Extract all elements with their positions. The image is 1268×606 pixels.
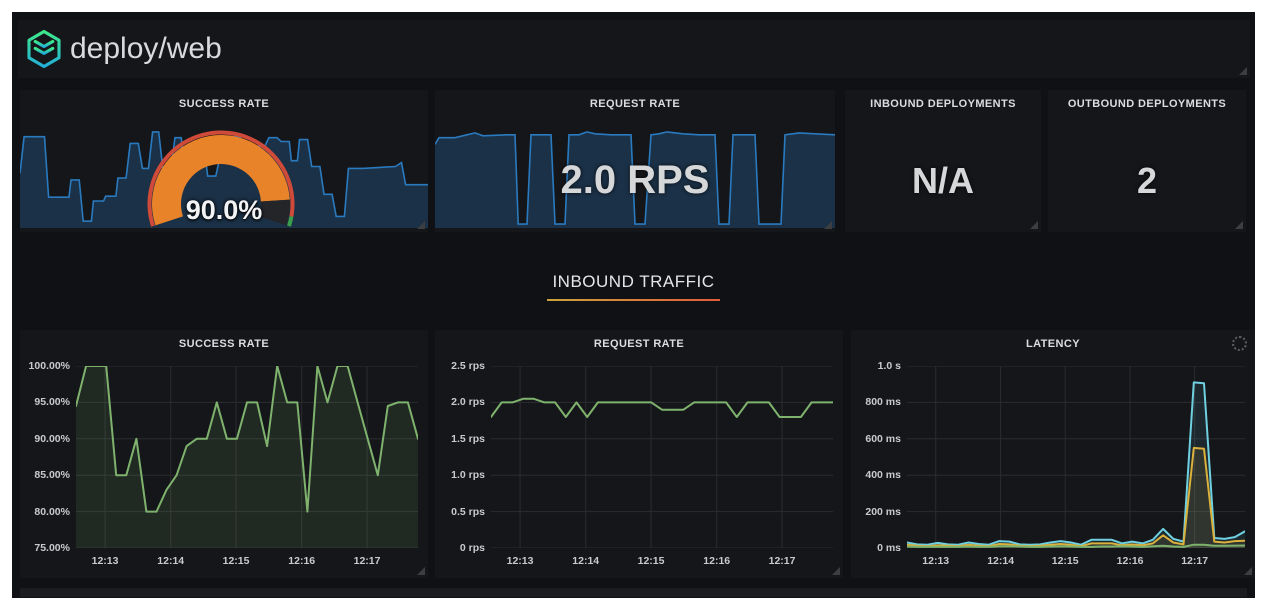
x-axis-tick-label: 12:15 (222, 555, 250, 567)
y-axis-tick-label: 1.0 rps (451, 469, 485, 482)
y-axis-tick-label: 80.00% (34, 505, 70, 518)
x-axis-tick-label: 12:17 (353, 555, 381, 567)
y-axis-tick-label: 800 ms (865, 396, 901, 409)
resize-handle[interactable] (832, 567, 840, 575)
dashboard-title: deploy/web (70, 32, 222, 65)
y-axis-tick-label: 1.5 rps (451, 432, 485, 445)
resize-handle[interactable] (1030, 221, 1038, 229)
x-axis-tick-label: 12:13 (506, 555, 534, 567)
panel-title[interactable]: REQUEST RATE (593, 338, 685, 350)
panel-outbound-deployments: OUTBOUND DEPLOYMENTS 2 (1048, 90, 1246, 232)
x-axis-tick-label: 12:14 (157, 555, 185, 567)
resize-handle[interactable] (1244, 567, 1252, 575)
panel-latency-graph: LATENCY 1.0 s 800 ms 600 ms 400 ms 200 ms 0 m… (851, 330, 1255, 578)
request-rate-value: 2.0 RPS (560, 158, 710, 202)
y-axis-tick-label: 200 ms (865, 505, 901, 518)
resize-handle[interactable] (417, 221, 425, 229)
panel-request-rate-stat: REQUEST RATE 2.0 RPS (435, 90, 835, 232)
x-axis-tick-label: 12:17 (1181, 555, 1209, 567)
y-axis-tick-label: 1.0 s (877, 360, 901, 372)
y-axis-tick-label: 600 ms (865, 432, 901, 445)
y-axis-tick-label: 0 rps (459, 542, 485, 554)
y-axis-tick-label: 90.00% (34, 432, 70, 445)
y-axis-tick-label: 2.0 rps (451, 396, 485, 409)
chart-canvas[interactable]: 100.00% 95.00% 90.00% 85.00% 80.00% 75.00% 12:… (20, 330, 428, 578)
x-axis-tick-label: 12:13 (91, 555, 119, 567)
y-axis-tick-label: 0.5 rps (451, 505, 485, 518)
y-axis-tick-label: 85.00% (34, 469, 70, 482)
panel-success-rate-graph: SUCCESS RATE 100.00% 95.00% 90.00% 85.00% 80… (20, 330, 428, 578)
x-axis-tick-label: 12:15 (1051, 555, 1079, 567)
loading-spinner-icon (1232, 336, 1247, 351)
y-axis-tick-label: 2.5 rps (451, 360, 485, 372)
chart-canvas[interactable]: 1.0 s 800 ms 600 ms 400 ms 200 ms 0 ms 12:13 12… (851, 330, 1255, 578)
y-axis-tick-label: 400 ms (865, 469, 901, 482)
x-axis-tick-label: 12:16 (703, 555, 731, 567)
chart-canvas[interactable]: 2.5 rps 2.0 rps 1.5 rps 1.0 rps 0.5 rps 0 rps… (435, 330, 843, 578)
x-axis-tick-label: 12:13 (922, 555, 950, 567)
x-axis-tick-label: 12:15 (637, 555, 665, 567)
x-axis-tick-label: 12:16 (1116, 555, 1144, 567)
y-axis-tick-label: 0 ms (877, 542, 901, 554)
x-axis-tick-label: 12:14 (572, 555, 600, 567)
gauge-value-label: 90.0% (185, 195, 263, 225)
panel-title[interactable]: INBOUND DEPLOYMENTS (870, 98, 1016, 110)
resize-handle[interactable] (1235, 221, 1243, 229)
panel-title[interactable]: LATENCY (1026, 338, 1080, 350)
panel-title[interactable]: SUCCESS RATE (178, 98, 270, 110)
panel-success-rate-stat: SUCCESS RATE 90.0% (20, 90, 428, 232)
panel-title[interactable]: SUCCESS RATE (178, 338, 270, 350)
resize-handle[interactable] (1239, 67, 1247, 75)
header-panel: deploy/web (18, 20, 1250, 78)
panel-title[interactable]: REQUEST RATE (589, 98, 681, 110)
panel-inbound-deployments: INBOUND DEPLOYMENTS N/A (845, 90, 1041, 232)
next-row-strip[interactable] (20, 588, 1247, 597)
x-axis-tick-label: 12:14 (987, 555, 1015, 567)
y-axis-tick-label: 75.00% (34, 542, 70, 554)
dashboard: deploy/web SUCCESS RATE 90.0% REQUEST RA… (12, 12, 1255, 598)
inbound-deployments-value: N/A (912, 160, 974, 201)
resize-handle[interactable] (417, 567, 425, 575)
deploy-web-logo-icon (24, 29, 64, 69)
section-underline (547, 299, 720, 301)
outbound-deployments-value: 2 (1136, 160, 1158, 201)
x-axis-tick-label: 12:16 (288, 555, 316, 567)
y-axis-tick-label: 100.00% (28, 360, 70, 372)
panel-title[interactable]: OUTBOUND DEPLOYMENTS (1067, 98, 1227, 110)
x-axis-tick-label: 12:17 (768, 555, 796, 567)
panel-request-rate-graph: REQUEST RATE 2.5 rps 2.0 rps 1.5 rps 1.0 rp… (435, 330, 843, 578)
resize-handle[interactable] (824, 221, 832, 229)
y-axis-tick-label: 95.00% (34, 396, 70, 409)
section-inbound-traffic[interactable]: INBOUND TRAFFIC (12, 272, 1255, 301)
section-title[interactable]: INBOUND TRAFFIC (552, 272, 715, 291)
request-rate-sparkline[interactable] (435, 128, 835, 228)
